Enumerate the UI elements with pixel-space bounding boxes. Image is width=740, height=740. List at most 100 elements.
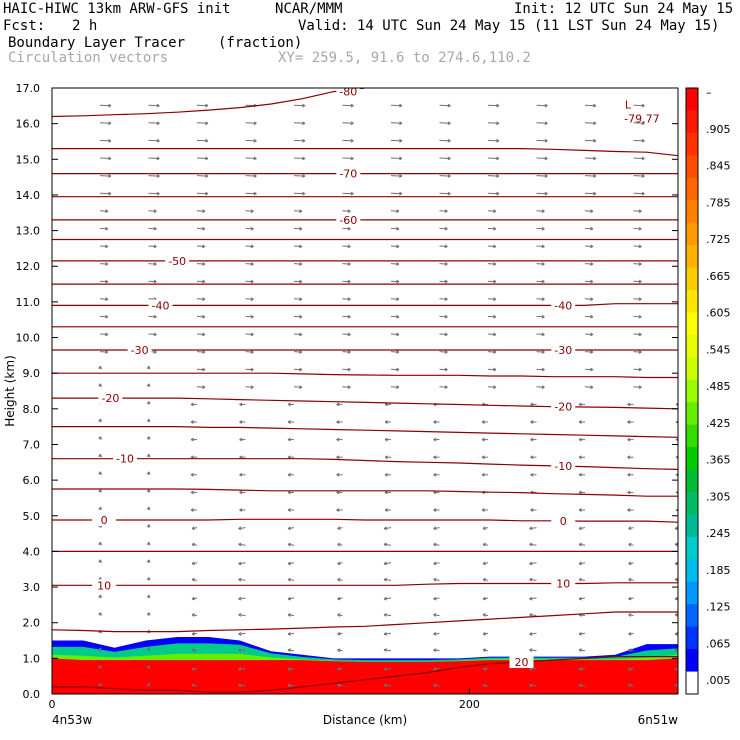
vector-arrow <box>245 297 254 302</box>
colorbar-swatch <box>686 559 698 583</box>
vector-arrow <box>529 542 537 547</box>
vector-arrow <box>529 577 537 582</box>
y-tick-label: 10.0 <box>16 332 41 345</box>
vector-arrow <box>578 596 586 601</box>
vector-arrow <box>196 226 206 231</box>
vector-arrow <box>146 647 151 651</box>
y-tick-label: 12.0 <box>16 260 41 273</box>
vector-arrow <box>384 420 391 424</box>
vector-arrow <box>633 174 645 178</box>
vector-arrow <box>98 559 102 563</box>
vector-arrow <box>337 578 343 582</box>
colorbar-label: .665 <box>706 270 731 283</box>
vector-arrow <box>439 244 448 249</box>
vector-arrow <box>674 577 678 582</box>
vector-arrow <box>98 471 102 475</box>
vector-arrow <box>342 279 351 284</box>
vector-arrow <box>578 667 586 671</box>
y-tick-label: 1.0 <box>23 652 41 665</box>
isotherm-label: 10 <box>556 577 570 590</box>
vector-arrow <box>146 401 151 405</box>
y-axis: 0.0 1.0 2.0 3.0 4.0 5.0 6.0 7.0 8.0 9.0 10.0 11.0 12… <box>16 82 678 701</box>
vector-arrow <box>287 613 295 617</box>
vector-arrow <box>675 473 678 477</box>
vector-arrow <box>439 385 448 390</box>
vector-arrow <box>628 526 634 530</box>
colorbar-swatch <box>686 424 698 448</box>
vector-arrow <box>487 191 500 196</box>
vector-arrow <box>529 561 537 566</box>
vector-arrow <box>578 455 585 460</box>
vector-arrow <box>239 508 246 512</box>
colorbar-swatch <box>686 604 698 628</box>
vector-arrow <box>148 103 160 108</box>
vector-arrow <box>190 402 197 407</box>
vector-arrow <box>245 350 254 354</box>
vector-arrow <box>293 156 306 161</box>
vector-arrow <box>584 297 594 302</box>
isotherm-label: 10 <box>97 579 111 592</box>
vector-arrow <box>433 526 440 531</box>
vector-arrow <box>293 174 306 178</box>
vector-arrow <box>191 683 198 688</box>
vector-arrow <box>238 542 246 547</box>
vector-arrow <box>675 455 678 459</box>
vector-arrow <box>196 191 209 196</box>
vector-arrow <box>190 508 197 512</box>
vector-arrow <box>342 138 354 143</box>
isotherm-contours <box>52 88 678 693</box>
vector-arrow <box>633 314 642 319</box>
plot-frame <box>51 87 679 695</box>
colorbar-label: – <box>706 86 712 99</box>
vector-arrow <box>287 683 295 688</box>
y-tick-label: 6.0 <box>23 474 41 487</box>
vector-arrow <box>146 489 151 493</box>
vector-arrow <box>190 437 197 442</box>
colorbar-frame <box>685 87 699 695</box>
vector-arrow <box>633 121 645 126</box>
y-tick-label: 8.0 <box>23 403 41 416</box>
colorbar-label: .785 <box>706 196 731 209</box>
vector-arrow <box>245 385 254 390</box>
vector-arrow <box>536 209 545 214</box>
vector-arrow <box>99 262 109 266</box>
vector-arrow <box>287 402 294 407</box>
vector-arrow <box>293 297 303 302</box>
vector-arrow <box>245 367 254 372</box>
vector-arrow <box>99 279 109 284</box>
vector-arrow <box>293 367 303 372</box>
vector-arrow <box>336 472 343 477</box>
isotherm-label: -50 <box>168 255 186 268</box>
colorbar-swatch <box>686 290 698 313</box>
vector-arrow <box>196 138 209 143</box>
vector-arrow <box>487 367 497 372</box>
vector-arrow <box>433 472 440 477</box>
vector-arrow <box>390 103 403 108</box>
vector-arrow <box>390 138 403 143</box>
vector-arrow <box>633 191 645 196</box>
vector-arrow <box>584 121 597 126</box>
vector-arrow <box>675 508 678 512</box>
vector-arrow <box>383 683 392 688</box>
vector-arrow <box>342 350 351 354</box>
isotherm--5 <box>52 488 678 497</box>
vector-arrow <box>390 367 400 372</box>
vector-arrow <box>245 244 254 249</box>
vector-arrow <box>487 332 497 337</box>
vector-arrow <box>433 420 440 424</box>
vector-arrow <box>337 667 343 671</box>
vector-arrow <box>337 648 343 653</box>
vector-arrow <box>148 174 160 178</box>
vector-arrow <box>481 508 488 512</box>
colorbar-swatch <box>686 245 698 269</box>
colorbar-swatch <box>686 469 698 493</box>
vector-arrow <box>487 209 497 214</box>
vector-arrow <box>99 244 109 249</box>
vector-arrow <box>628 578 634 582</box>
vector-arrow <box>578 542 586 547</box>
vector-arrow <box>99 191 112 196</box>
vector-arrow <box>390 174 403 178</box>
vector-arrow <box>633 226 642 231</box>
isotherm--25 <box>52 372 678 379</box>
isotherm-label: 0 <box>101 514 108 527</box>
